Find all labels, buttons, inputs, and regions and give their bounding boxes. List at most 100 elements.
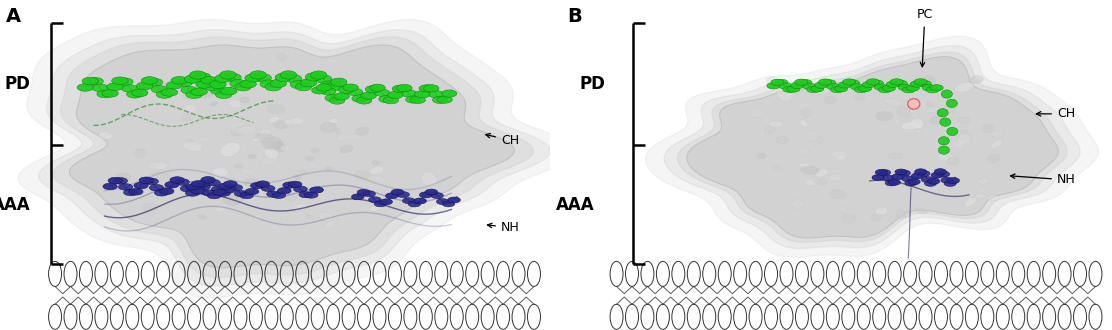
Ellipse shape	[957, 117, 969, 124]
Polygon shape	[664, 46, 1080, 248]
Ellipse shape	[854, 86, 867, 93]
Ellipse shape	[190, 183, 197, 189]
Ellipse shape	[370, 84, 385, 91]
Ellipse shape	[254, 214, 261, 221]
Ellipse shape	[260, 155, 278, 166]
Ellipse shape	[433, 96, 448, 104]
Ellipse shape	[884, 98, 903, 106]
Ellipse shape	[269, 116, 279, 123]
Ellipse shape	[917, 171, 930, 177]
Ellipse shape	[319, 212, 334, 221]
Ellipse shape	[448, 197, 460, 203]
Ellipse shape	[943, 106, 955, 113]
Ellipse shape	[806, 86, 820, 93]
Ellipse shape	[830, 189, 846, 199]
Ellipse shape	[862, 82, 875, 88]
Polygon shape	[18, 19, 574, 298]
Polygon shape	[70, 45, 514, 268]
Ellipse shape	[773, 165, 782, 171]
Ellipse shape	[991, 140, 1002, 148]
Ellipse shape	[272, 192, 286, 199]
Ellipse shape	[190, 86, 214, 98]
Ellipse shape	[424, 85, 439, 92]
Ellipse shape	[280, 71, 297, 79]
Ellipse shape	[927, 178, 940, 184]
Text: PC: PC	[916, 9, 933, 67]
Ellipse shape	[240, 97, 250, 103]
Ellipse shape	[171, 77, 188, 84]
Ellipse shape	[294, 186, 307, 192]
Ellipse shape	[909, 179, 920, 185]
Ellipse shape	[244, 179, 260, 187]
Ellipse shape	[428, 90, 444, 98]
Ellipse shape	[202, 190, 216, 196]
Ellipse shape	[393, 85, 408, 92]
Ellipse shape	[121, 85, 138, 92]
Ellipse shape	[92, 84, 108, 92]
Ellipse shape	[311, 87, 327, 94]
Ellipse shape	[225, 73, 241, 82]
Ellipse shape	[198, 214, 207, 219]
Ellipse shape	[926, 86, 940, 93]
Ellipse shape	[375, 89, 389, 96]
Ellipse shape	[854, 94, 865, 100]
Ellipse shape	[252, 138, 260, 142]
Ellipse shape	[102, 90, 118, 97]
Ellipse shape	[255, 131, 271, 140]
Ellipse shape	[369, 206, 380, 211]
Polygon shape	[677, 52, 1068, 243]
Ellipse shape	[187, 140, 195, 144]
Ellipse shape	[982, 125, 994, 132]
Ellipse shape	[783, 86, 796, 92]
Ellipse shape	[180, 185, 195, 192]
Ellipse shape	[397, 84, 413, 92]
Ellipse shape	[186, 184, 199, 190]
Ellipse shape	[421, 172, 437, 186]
Ellipse shape	[885, 180, 897, 186]
Ellipse shape	[921, 177, 933, 182]
Text: AAA: AAA	[556, 196, 595, 214]
Ellipse shape	[175, 179, 189, 185]
Ellipse shape	[878, 86, 892, 93]
Ellipse shape	[183, 142, 202, 151]
Ellipse shape	[245, 188, 259, 195]
Ellipse shape	[860, 202, 866, 206]
Ellipse shape	[271, 143, 282, 149]
Ellipse shape	[116, 173, 131, 182]
Ellipse shape	[210, 87, 227, 95]
Ellipse shape	[939, 146, 951, 154]
Ellipse shape	[77, 84, 93, 91]
Ellipse shape	[276, 145, 287, 152]
Ellipse shape	[888, 179, 901, 185]
Ellipse shape	[262, 137, 282, 149]
Ellipse shape	[176, 79, 192, 86]
Ellipse shape	[939, 137, 950, 145]
Ellipse shape	[816, 86, 830, 94]
Ellipse shape	[118, 183, 132, 190]
Ellipse shape	[896, 210, 905, 219]
Ellipse shape	[843, 79, 855, 85]
Ellipse shape	[384, 97, 398, 104]
Ellipse shape	[921, 90, 926, 95]
Polygon shape	[53, 37, 534, 278]
Ellipse shape	[828, 175, 841, 181]
Ellipse shape	[237, 126, 257, 135]
Ellipse shape	[875, 169, 887, 175]
Ellipse shape	[215, 74, 231, 82]
Ellipse shape	[912, 173, 923, 179]
Ellipse shape	[815, 82, 827, 88]
Ellipse shape	[310, 187, 324, 193]
Ellipse shape	[891, 79, 903, 85]
Ellipse shape	[380, 199, 393, 205]
Polygon shape	[645, 36, 1099, 257]
Ellipse shape	[778, 83, 792, 89]
Ellipse shape	[288, 181, 302, 187]
Ellipse shape	[946, 99, 957, 108]
Polygon shape	[39, 30, 550, 286]
Text: B: B	[567, 7, 582, 26]
Ellipse shape	[195, 73, 211, 81]
Ellipse shape	[419, 85, 435, 92]
Ellipse shape	[229, 100, 242, 108]
Ellipse shape	[139, 177, 153, 183]
Ellipse shape	[260, 80, 277, 88]
